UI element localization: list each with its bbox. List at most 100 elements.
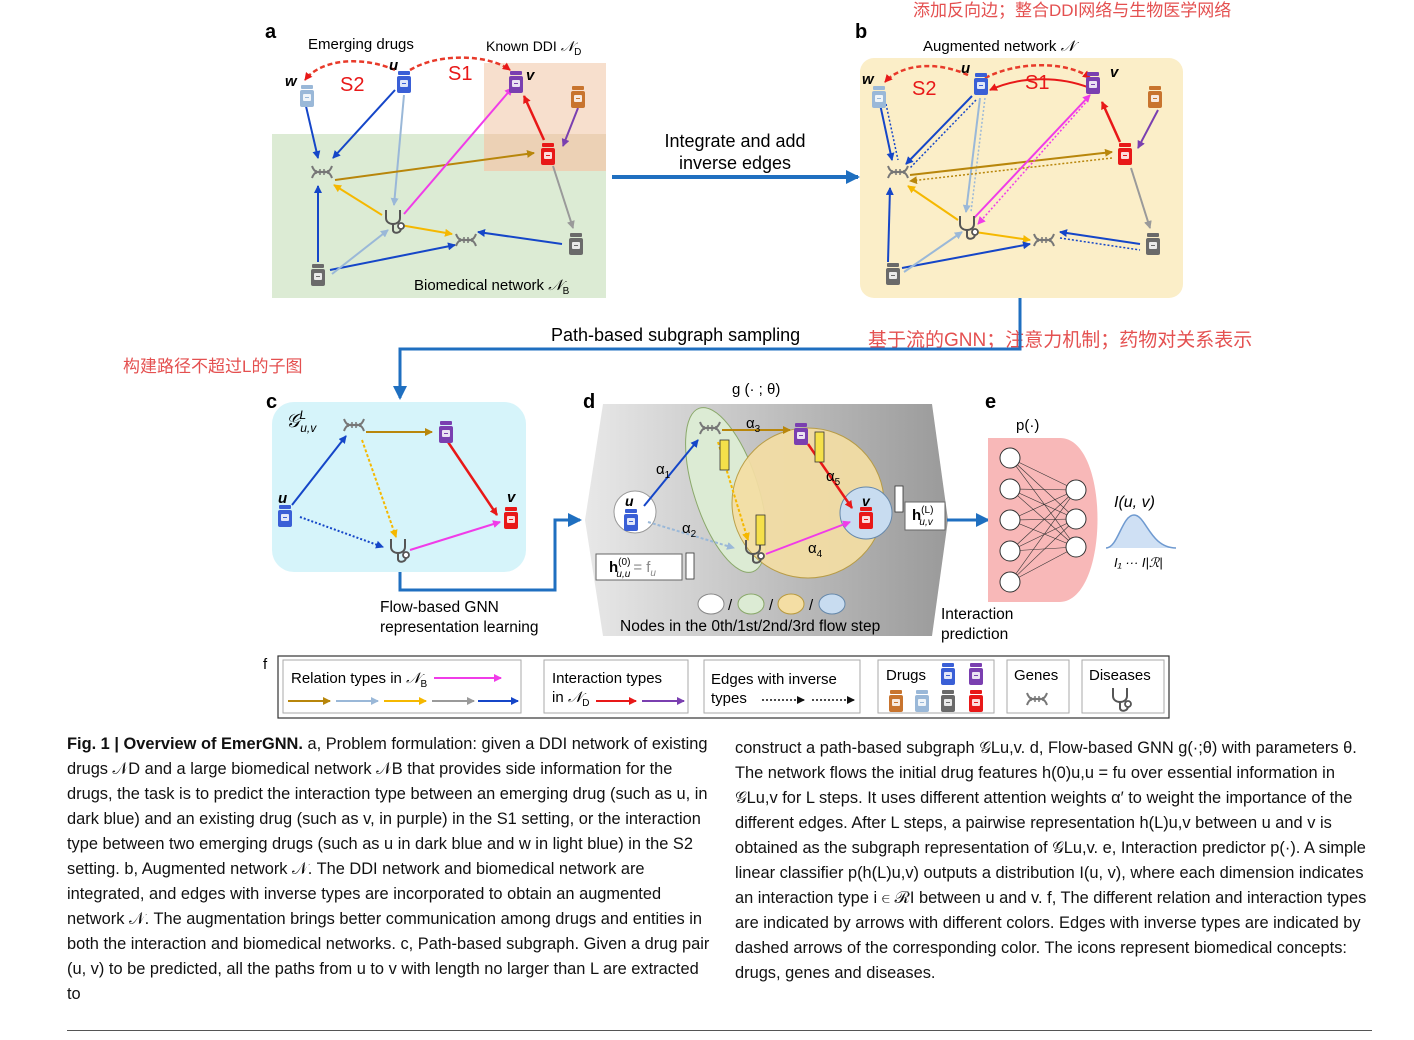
caption-text: construct a path-based subgraph 𝒢Lu,v. d…	[735, 739, 1367, 982]
interaction-label: Interaction	[941, 606, 1013, 623]
legend-inverse-edges: types	[711, 690, 747, 707]
drug-icon-v	[1085, 71, 1101, 95]
drug-icon-gray	[568, 232, 584, 256]
legend-genes: Genes	[1014, 667, 1058, 684]
drug-icon-u	[973, 72, 989, 96]
biomedical-network-label: Biomedical network 𝒩B	[414, 277, 570, 297]
drug-icon-gray	[1145, 232, 1161, 256]
caption-text: a, Problem formulation: given a DDI netw…	[67, 735, 710, 1003]
panel-a: a Emerging drugs Known DDI 𝒩D Biomedical…	[265, 21, 606, 298]
flow-steps-label: Nodes in the 0th/1st/2nd/3rd flow step	[620, 618, 880, 635]
setting-s2-label: S2	[912, 78, 936, 100]
flow-step-legend: / / /	[697, 593, 846, 615]
sampling-label: Path-based subgraph sampling	[551, 325, 800, 345]
panel-c: c 𝒢L u,v u v	[266, 391, 526, 572]
flow-gnn-label: Flow-based GNN	[380, 599, 499, 616]
panel-letter-a: a	[265, 21, 277, 43]
attention-weight-5: α5	[826, 468, 841, 488]
sampling-arrow	[393, 298, 1022, 400]
drug-icon-u	[623, 508, 639, 532]
panel-letter-e: e	[985, 391, 996, 413]
attention-weight-2: α2	[682, 520, 697, 540]
output-distribution-label: I(u, v)	[1114, 494, 1155, 511]
drug-icon-u	[396, 70, 412, 94]
drug-icon	[888, 689, 904, 713]
legend-interaction-types: in 𝒩D	[552, 689, 589, 709]
drug-icon-w	[871, 85, 887, 109]
initial-feature-label: h(0) u,u = fu	[609, 557, 656, 580]
setting-s1-label: S1	[1025, 72, 1049, 94]
subgraph-label: 𝒢L u,v	[286, 408, 317, 435]
panel-letter-f: f	[263, 656, 268, 673]
integrate-label: Integrate and add	[664, 131, 805, 151]
drug-icon-v	[858, 506, 874, 530]
node-label-u: u	[278, 490, 287, 507]
drug-icon-u	[277, 504, 293, 528]
initial-feature-box	[595, 553, 683, 581]
legend-interaction-types: Interaction types	[552, 670, 662, 687]
legend-diseases: Diseases	[1089, 667, 1151, 684]
drug-icon-w	[299, 84, 315, 108]
overview-figure: 添加反向边；整合DDI网络与生物医学网络 基于流的GNN；注意力机制；药物对关系…	[123, 1, 1252, 719]
drug-icon	[940, 689, 956, 713]
augmented-network-label: Augmented network 𝒩	[923, 38, 1080, 55]
figure-caption-right: construct a path-based subgraph 𝒢Lu,v. d…	[735, 736, 1375, 986]
svg-text:/: /	[809, 597, 814, 614]
node-label-u: u	[961, 60, 970, 77]
predictor-label: p(·)	[1016, 417, 1039, 434]
legend-inverse-edges: Edges with inverse	[711, 671, 837, 688]
panel-e: e p(·) I(u, v) I₁ ··· I|ℛ|	[985, 391, 1177, 602]
legend-relation-types: Relation types in 𝒩B	[291, 670, 427, 690]
panel-b: b Augmented network 𝒩	[855, 21, 1183, 298]
drug-icon-red	[1117, 142, 1133, 166]
annotation-top-right: 添加反向边；整合DDI网络与生物医学网络	[913, 1, 1231, 20]
drug-icon-orange	[1147, 85, 1163, 109]
drug-icon-v	[503, 506, 519, 530]
node-label-v: v	[862, 493, 871, 509]
svg-text:/: /	[728, 597, 733, 614]
legend-drugs: Drugs	[886, 667, 926, 684]
node-label-w: w	[862, 71, 875, 88]
annotation-mid-left: 构建路径不超过L的子图	[123, 357, 302, 376]
flow-gnn-label: representation learning	[380, 619, 539, 636]
annotation-mid-right: 基于流的GNN；注意力机制；药物对关系表示	[868, 329, 1252, 351]
divider	[67, 1030, 1372, 1031]
drug-icon	[968, 689, 984, 713]
integrate-label: inverse edges	[679, 153, 791, 173]
panel-letter-c: c	[266, 391, 277, 413]
output-range-label: I₁ ··· I|ℛ|	[1114, 555, 1163, 570]
figure-label: Fig. 1 | Overview of EmerGNN.	[67, 735, 303, 753]
drug-icon	[940, 662, 956, 686]
flow-gnn-arrow	[398, 513, 582, 592]
node-label-u: u	[389, 57, 398, 74]
drug-icon	[968, 662, 984, 686]
svg-text:/: /	[769, 597, 774, 614]
node-label-v: v	[526, 67, 536, 84]
drug-icon	[793, 422, 809, 446]
node-label-v: v	[507, 489, 517, 506]
drug-icon-gray2	[885, 262, 901, 286]
node-label-u: u	[625, 493, 634, 509]
drug-icon-red	[540, 142, 556, 166]
pairwise-representation-label: h(L) u,v	[912, 505, 934, 528]
drug-icon-orange	[570, 85, 586, 109]
figure-caption-left: Fig. 1 | Overview of EmerGNN. a, Problem…	[67, 732, 713, 1007]
panel-f-legend: f Relation types in 𝒩B Interaction types…	[263, 655, 1170, 719]
panel-d: d g (· ; θ) u v α1 α2 α3 α4 α5	[583, 381, 948, 636]
pairwise-representation-box	[904, 501, 946, 531]
attention-weight-1: α1	[656, 461, 671, 481]
drug-icon	[914, 689, 930, 713]
attention-weight-4: α4	[808, 540, 823, 560]
panel-letter-d: d	[583, 391, 595, 413]
drug-icon-v	[508, 70, 524, 94]
classifier-network	[1009, 457, 1077, 583]
setting-s1-label: S1	[448, 63, 472, 85]
drug-icon-gray2	[310, 263, 326, 287]
known-ddi-label: Known DDI 𝒩D	[486, 38, 581, 58]
node-label-w: w	[285, 73, 298, 90]
distribution-curve	[1105, 514, 1177, 549]
attention-weight-3: α3	[746, 415, 761, 435]
gnn-function-label: g (· ; θ)	[732, 381, 780, 398]
setting-s2-label: S2	[340, 74, 364, 96]
interaction-label: prediction	[941, 626, 1008, 643]
